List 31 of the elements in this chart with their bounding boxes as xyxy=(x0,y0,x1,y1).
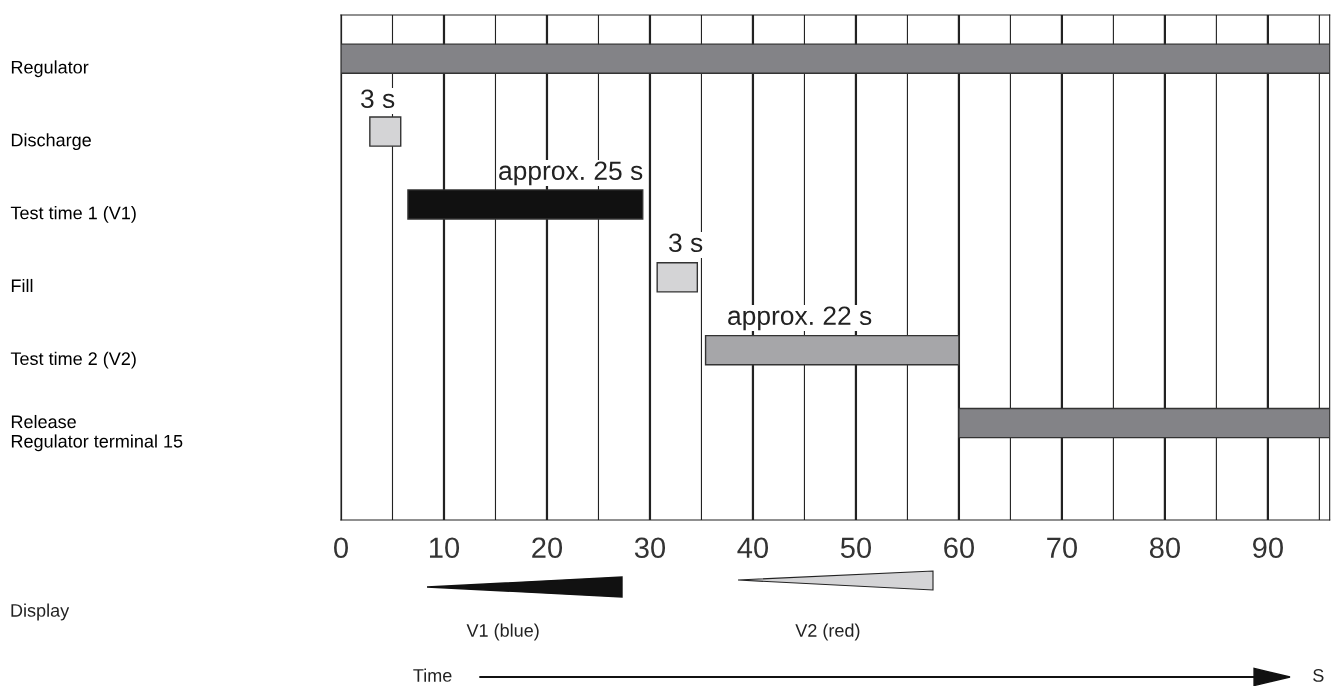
x-tick-label: 80 xyxy=(1149,537,1180,559)
text: V2 (red) xyxy=(795,623,860,641)
y-tick-label: Test time 2 (V2) xyxy=(10,351,136,369)
text: V1 (blue) xyxy=(466,623,539,641)
bar xyxy=(704,334,960,366)
text: Display xyxy=(11,603,70,621)
x-tick-label: 50 xyxy=(840,537,872,559)
bar xyxy=(958,407,1330,439)
annotation: approx. 22 s xyxy=(728,306,872,331)
y-tick-label: Fill xyxy=(11,278,33,293)
bar xyxy=(369,116,402,147)
y-tick-label: Regulator xyxy=(11,60,89,78)
annotation: 3 s xyxy=(361,89,395,109)
annotation: 3 s xyxy=(669,233,703,253)
text: S xyxy=(1313,669,1324,682)
x-tick-label: 90 xyxy=(1253,537,1283,559)
x-tick-label: 40 xyxy=(737,537,769,559)
text: Time xyxy=(413,668,452,682)
y-tick-label: Release Regulator terminal 15 xyxy=(11,414,183,452)
x-tick-label: 20 xyxy=(532,537,563,559)
x-tick-label: 30 xyxy=(634,537,666,559)
bar xyxy=(656,262,699,293)
y-tick-label: Discharge xyxy=(11,133,91,151)
x-tick-label: 60 xyxy=(944,537,974,559)
y-tick-label: Test time 1 (V1) xyxy=(10,206,136,223)
annotation: approx. 25 s xyxy=(499,161,643,186)
x-tick-label: 10 xyxy=(429,537,460,559)
bar xyxy=(407,189,644,220)
bar xyxy=(341,43,1330,74)
x-tick-label: 70 xyxy=(1047,537,1077,559)
x-tick-label: 0 xyxy=(334,537,348,559)
